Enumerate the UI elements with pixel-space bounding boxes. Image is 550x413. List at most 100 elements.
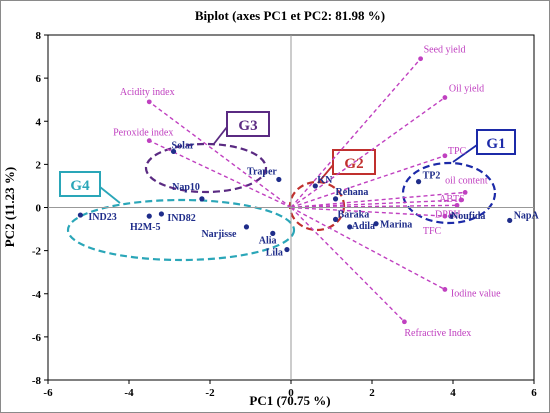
group-label-box-g1 (476, 129, 516, 155)
variable-label: ABTS (439, 194, 465, 205)
variable-vector (290, 199, 462, 209)
observation-point (199, 196, 205, 202)
observation-label: Lila (266, 248, 283, 259)
y-tick-label: -2 (32, 246, 42, 258)
observation-point (77, 212, 83, 218)
group-callout-line-g3 (212, 126, 228, 146)
observation-label: NapA (514, 210, 540, 221)
x-tick-label: -2 (205, 387, 215, 399)
observation-point (284, 246, 290, 253)
variable-label: Iodine value (451, 288, 501, 299)
y-tick-label: -6 (32, 332, 42, 344)
observation-label: Narjisse (201, 229, 237, 240)
variable-label: DPPH (435, 209, 461, 220)
observation-label: Marina (380, 220, 412, 231)
y-tick-label: -8 (32, 375, 42, 387)
observation-label: Traper (247, 166, 277, 177)
y-tick-label: 6 (36, 73, 42, 85)
group-callout-line-g2 (317, 164, 334, 184)
y-tick-label: -4 (32, 289, 42, 301)
x-tick-label: 0 (288, 387, 294, 399)
observation-label: IND23 (88, 212, 116, 223)
x-tick-label: 6 (531, 387, 537, 399)
group-label-box-g4 (59, 171, 101, 197)
observation-label: Noufida (451, 211, 485, 222)
y-tick-label: 2 (36, 159, 42, 171)
observation-point (158, 211, 164, 217)
group-callout-line-g1 (452, 144, 478, 163)
chart-title: Biplot (axes PC1 et PC2: 81.98 %) (195, 8, 385, 23)
variable-label: TFC (423, 226, 442, 237)
group-ellipse-g4 (66, 198, 296, 262)
observation-point (170, 148, 177, 155)
variable-endpoint (146, 138, 152, 144)
variable-vector (290, 207, 405, 323)
variable-endpoint (462, 190, 468, 195)
observation-label: H2M-5 (130, 222, 161, 233)
observation-point (448, 213, 454, 219)
y-axis-label: PC2 (11.23 %) (2, 167, 17, 248)
observation-label: Nap10 (172, 182, 200, 193)
observation-label: TP2 (423, 171, 441, 182)
observation-label: KN (317, 175, 333, 186)
group-ellipse-g1 (401, 161, 497, 225)
observation-label: Solar (172, 140, 195, 151)
observation-point (312, 183, 318, 189)
variable-endpoint (402, 319, 407, 325)
group-label-box-g3 (226, 111, 270, 137)
observation-point (243, 224, 250, 230)
observation-point (415, 179, 422, 185)
variable-vector (148, 140, 292, 209)
x-axis-label: PC1 (70.75 %) (249, 393, 330, 408)
variable-endpoint (442, 287, 448, 292)
observation-point (332, 196, 339, 202)
variable-endpoint (418, 56, 423, 62)
group-ellipse-g3 (144, 142, 268, 194)
variable-vector (148, 101, 292, 209)
observation-point (507, 217, 513, 224)
observation-point (270, 230, 276, 236)
variable-endpoint (442, 153, 448, 159)
x-tick-label: -4 (124, 387, 134, 399)
observation-label: Adila (352, 221, 375, 232)
observation-label: Alia (259, 235, 277, 246)
group-label-g3: G3 (238, 118, 257, 134)
variable-label: Oil yield (449, 84, 484, 95)
observation-label: Baraka (338, 209, 370, 220)
variable-endpoint (454, 202, 460, 208)
variable-vector (290, 206, 446, 291)
variable-endpoint (146, 99, 152, 105)
observation-point (347, 224, 353, 230)
variable-label: TPC (448, 146, 467, 157)
variable-vector (290, 191, 466, 209)
observation-point (146, 213, 152, 219)
variable-endpoint (442, 95, 448, 100)
x-tick-label: -6 (43, 387, 53, 399)
variable-label: Acidity index (120, 87, 175, 98)
group-callout-line-g4 (99, 186, 121, 204)
variable-label: Refractive Index (404, 328, 471, 339)
y-tick-label: 4 (36, 116, 42, 128)
variable-vector (290, 96, 446, 209)
group-label-g2: G2 (344, 156, 363, 172)
observation-point (373, 221, 379, 227)
observation-point (332, 216, 339, 222)
variable-label: Peroxide index (113, 128, 173, 139)
variable-vector (290, 155, 446, 209)
observation-point (276, 176, 282, 183)
x-tick-label: 2 (369, 387, 375, 399)
y-tick-label: 8 (36, 30, 42, 42)
variable-vector (290, 58, 422, 208)
variable-endpoint (458, 197, 464, 203)
group-label-g1: G1 (486, 136, 505, 152)
variable-endpoint (442, 213, 448, 219)
variable-vector (290, 206, 445, 217)
variable-label: oil content (445, 175, 488, 186)
variable-label: Seed yield (424, 45, 466, 56)
observation-label: Rehana (336, 187, 369, 198)
observation-label: IND82 (167, 213, 195, 224)
x-tick-label: 4 (450, 387, 456, 399)
y-tick-label: 0 (36, 203, 42, 215)
group-label-g4: G4 (70, 178, 90, 194)
